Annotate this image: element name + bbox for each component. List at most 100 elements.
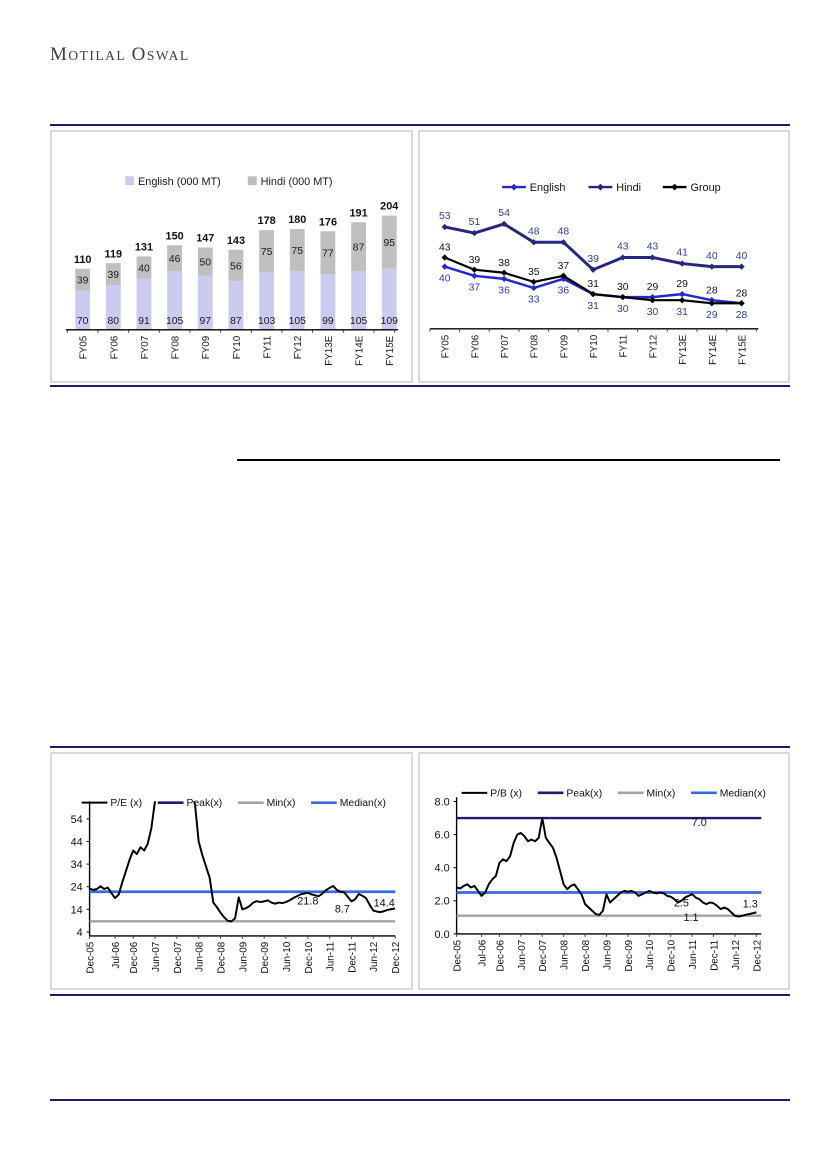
bar-segment-english	[167, 271, 183, 330]
group-value-label: 38	[498, 258, 510, 269]
legend-label: Median(x)	[720, 788, 766, 799]
bar-segment-english	[228, 281, 244, 330]
total-value-label: 110	[74, 254, 92, 266]
english-value-label: 70	[77, 316, 89, 327]
x-axis-category-label: FY12	[648, 335, 659, 359]
x-axis-category-label: FY15E	[737, 334, 748, 364]
x-tick-label: Dec-06	[495, 939, 506, 971]
hindi-value-label: 40	[706, 251, 718, 262]
x-tick-label: Jun-12	[369, 942, 380, 972]
y-tick-label: 34	[71, 859, 83, 871]
group-value-label: 30	[617, 282, 629, 293]
bar-segment-english	[105, 285, 121, 330]
legend-label: Peak(x)	[187, 798, 223, 809]
x-tick-label: Dec-07	[538, 940, 549, 972]
total-value-label: 176	[319, 216, 337, 228]
english-value-label: 105	[350, 316, 368, 327]
total-value-label: 143	[227, 235, 245, 247]
x-tick-label: Dec-09	[260, 941, 271, 973]
english-point-marker	[441, 263, 448, 270]
group-point-marker	[500, 269, 508, 276]
english-value-label: 87	[230, 316, 242, 327]
english-value-label: 99	[322, 316, 334, 327]
valuation-top-navy-rule	[50, 746, 790, 748]
hindi-value-label: 48	[528, 226, 540, 237]
bar-segment-english	[136, 278, 152, 330]
hindi-value-label: 54	[498, 208, 510, 219]
legend-label: Group	[690, 182, 720, 194]
x-tick-label: Dec-08	[581, 939, 592, 971]
hindi-value-label: 46	[169, 254, 181, 265]
english-point-marker	[500, 275, 508, 282]
bar-segment-hindi	[320, 231, 336, 275]
value-annotation: 2.5	[674, 897, 689, 909]
pb-band-chart-box: 0.0 2.0 4.0 6.0 8.0 Dec-05 Jul-06 Dec-06 Jun-07 D…	[418, 752, 790, 990]
hindi-point-marker	[471, 229, 478, 237]
english-value-label: 33	[528, 295, 540, 306]
bar-segment-hindi	[289, 229, 305, 272]
total-value-label: 204	[380, 201, 398, 213]
value-annotation: 7.0	[692, 817, 707, 829]
legend-label: P/E (x)	[110, 798, 142, 809]
group-value-label: 28	[736, 288, 748, 299]
group-point-marker	[738, 300, 745, 307]
english-point-marker	[678, 290, 686, 298]
hindi-value-label: 39	[77, 276, 89, 287]
hindi-value-label: 75	[261, 247, 273, 258]
hindi-point-marker	[649, 254, 656, 261]
x-tick-label: Jun-12	[731, 940, 742, 970]
bar-segment-hindi	[105, 263, 121, 286]
english-value-label: 29	[706, 310, 718, 321]
legend-label: Hindi (000 MT)	[261, 176, 333, 188]
legend-label: Median(x)	[340, 798, 386, 809]
x-tick-label: Jun-11	[326, 942, 337, 971]
hindi-point-marker	[738, 263, 745, 270]
x-axis-category-label: FY07	[140, 336, 151, 360]
total-value-label: 180	[288, 214, 306, 226]
x-axis-category-label: FY14E	[355, 335, 366, 365]
group-point-marker	[471, 266, 478, 273]
x-tick-label: Dec-05	[453, 939, 464, 971]
x-axis-category-label: FY14E	[708, 334, 719, 364]
bar-segment-hindi	[167, 245, 183, 272]
legend-label: Min(x)	[647, 788, 676, 799]
value-annotation: 14.4	[374, 897, 395, 909]
legend-label: Peak(x)	[566, 788, 602, 799]
group-value-label: 39	[469, 255, 481, 266]
english-value-label: 31	[676, 307, 688, 318]
x-tick-label: Dec-09	[624, 939, 635, 971]
group-point-marker	[619, 293, 626, 301]
main-series-line	[456, 817, 757, 918]
english-point-marker	[471, 272, 478, 279]
bar-segment-hindi	[259, 230, 275, 273]
hindi-value-label: 40	[736, 251, 748, 262]
total-value-label: 191	[350, 207, 368, 219]
x-axis-category-label: FY13E	[324, 335, 335, 365]
x-axis-category-label: FY09	[201, 335, 212, 359]
x-axis-category-label: FY15E	[385, 335, 396, 365]
y-tick-label: 6.0	[435, 830, 450, 842]
value-annotation: 1.3	[743, 898, 758, 910]
group-point-marker	[678, 297, 686, 304]
legend-label: English (000 MT)	[138, 176, 221, 188]
pe-band-chart-box: 4 14 24 34 44 54 Dec-05 Jul-06 Dec-06 Jun-07 Dec-0…	[50, 752, 413, 990]
pe-band-chart: 4 14 24 34 44 54 Dec-05 Jul-06 Dec-06 Jun-07 Dec-0…	[71, 798, 403, 973]
hindi-value-label: 87	[353, 243, 365, 254]
value-annotation: 21.8	[297, 895, 318, 907]
legend-label: Hindi	[616, 182, 641, 194]
section-divider-line	[237, 459, 780, 461]
english-value-label: 91	[138, 316, 150, 327]
legend-label: Min(x)	[267, 798, 296, 809]
bar-segment-hindi	[351, 222, 367, 272]
x-tick-label: Jun-09	[238, 941, 249, 972]
group-value-label: 35	[528, 267, 540, 278]
footer-navy-rule	[50, 1099, 790, 1101]
english-value-label: 105	[166, 316, 184, 327]
total-value-label: 150	[166, 230, 184, 242]
total-value-label: 131	[135, 242, 153, 254]
x-tick-label: Jun-08	[195, 941, 206, 972]
logo-letter: M	[50, 44, 69, 65]
y-tick-label: 54	[71, 814, 83, 826]
hindi-point-marker	[589, 266, 597, 273]
mid-navy-rule	[50, 385, 790, 387]
